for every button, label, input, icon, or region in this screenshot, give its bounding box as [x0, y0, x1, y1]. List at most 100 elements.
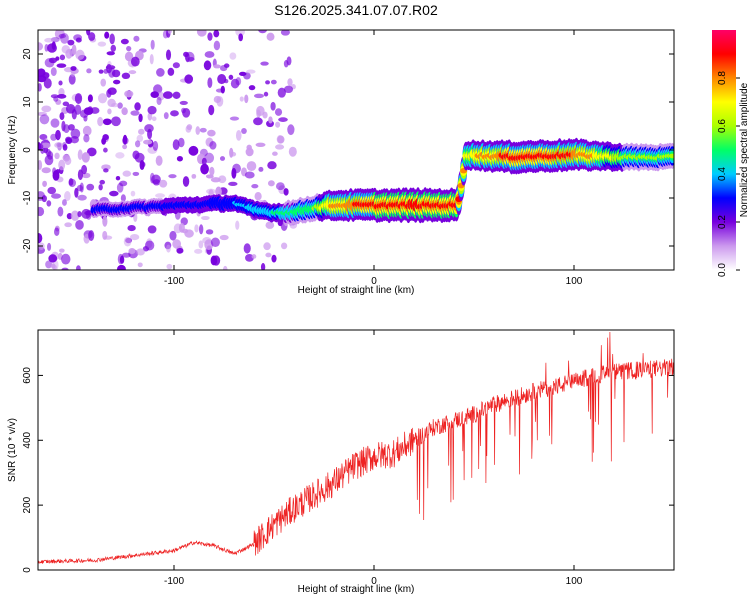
y-tick-label: 10	[22, 96, 33, 108]
noise-blob	[47, 186, 57, 195]
noise-blob	[59, 54, 66, 61]
noise-blob	[201, 157, 207, 166]
noise-blob	[239, 96, 244, 102]
colorbar-tick-label: 0.2	[717, 215, 728, 229]
noise-blob	[218, 175, 227, 184]
noise-blob	[196, 30, 207, 37]
noise-blob	[144, 124, 154, 133]
noise-blob	[77, 194, 87, 201]
noise-blob	[86, 183, 95, 191]
colorbar-label: Normalized spectral amplitude	[739, 82, 750, 217]
noise-blob	[209, 166, 215, 176]
noise-blob	[194, 248, 203, 254]
noise-blob	[64, 222, 72, 228]
noise-blob	[126, 45, 132, 52]
noise-blob	[205, 174, 214, 179]
noise-blob	[38, 83, 42, 92]
spectrogram-content	[38, 30, 674, 270]
noise-blob	[167, 67, 175, 76]
noise-blob	[177, 137, 185, 148]
y-tick-label: 600	[22, 367, 33, 384]
noise-blob	[283, 59, 289, 68]
noise-blob	[79, 109, 89, 118]
noise-blob	[75, 219, 84, 230]
noise-blob	[198, 224, 204, 235]
noise-blob	[58, 33, 66, 39]
noise-blob	[207, 77, 213, 89]
noise-blob	[265, 221, 275, 229]
colorbar-tick-label: 0.8	[717, 71, 728, 85]
noise-blob	[222, 265, 228, 270]
noise-blob	[41, 105, 52, 113]
colorbar-tick-label: 0.0	[717, 263, 728, 277]
noise-blob	[130, 190, 136, 197]
noise-blob	[136, 134, 144, 143]
noise-blob	[235, 129, 242, 141]
noise-blob	[73, 34, 83, 42]
noise-blob	[169, 230, 177, 241]
noise-blob	[267, 180, 275, 187]
noise-blob	[219, 65, 228, 72]
noise-blob	[111, 116, 121, 127]
noise-blob	[274, 108, 283, 116]
noise-blob	[254, 93, 265, 99]
noise-blob	[168, 174, 177, 179]
noise-blob	[42, 72, 50, 79]
colorbar: 0.0 0.2 0.4 0.6 0.8 Normalized spectral ampl…	[712, 30, 750, 277]
noise-blob	[47, 151, 54, 160]
y-tick-label: 200	[22, 496, 33, 513]
noise-blob	[155, 193, 166, 198]
noise-blob	[122, 144, 128, 150]
noise-blob	[151, 116, 157, 122]
noise-blob	[141, 161, 146, 168]
noise-blob	[228, 74, 234, 80]
noise-blob	[121, 252, 131, 258]
noise-blob	[90, 107, 100, 114]
noise-blob	[97, 116, 104, 127]
noise-blob	[181, 107, 186, 114]
noise-blob	[86, 147, 97, 157]
noise-blob	[284, 85, 293, 94]
noise-blob	[144, 240, 155, 251]
noise-blob	[128, 247, 136, 255]
noise-blob	[149, 53, 154, 65]
noise-blob	[130, 56, 140, 67]
noise-blob	[147, 112, 153, 121]
noise-blob	[162, 91, 173, 99]
noise-blob	[253, 117, 263, 126]
noise-blob	[137, 262, 143, 268]
noise-blob	[159, 179, 168, 188]
noise-blob	[88, 32, 96, 41]
noise-blob	[147, 225, 157, 234]
noise-blob	[235, 30, 245, 37]
noise-blob	[106, 63, 112, 74]
noise-blob	[133, 35, 140, 42]
noise-blob	[97, 93, 108, 104]
noise-blob	[183, 51, 189, 58]
noise-blob	[275, 121, 281, 128]
noise-blob	[44, 37, 54, 43]
noise-blob	[50, 67, 57, 77]
noise-blob	[210, 255, 218, 266]
noise-blob	[260, 61, 269, 66]
colorbar-ticks: 0.0 0.2 0.4 0.6 0.8	[717, 71, 740, 277]
noise-blob	[184, 229, 194, 238]
noise-blob	[99, 179, 106, 185]
snr-series-line	[38, 331, 674, 564]
noise-blob	[83, 134, 90, 143]
noise-blob	[132, 150, 140, 160]
noise-blob	[77, 169, 84, 181]
noise-blob	[45, 260, 53, 269]
noise-blob	[170, 110, 179, 117]
noise-blob	[235, 220, 240, 230]
snr-background	[38, 330, 674, 570]
y-tick-label: 400	[22, 431, 33, 448]
noise-blob	[230, 78, 240, 89]
noise-blob	[182, 176, 190, 187]
noise-blob	[270, 101, 276, 111]
noise-blob	[229, 116, 240, 121]
noise-blob	[102, 215, 108, 227]
noise-blob	[213, 95, 222, 104]
noise-blob	[42, 180, 48, 187]
